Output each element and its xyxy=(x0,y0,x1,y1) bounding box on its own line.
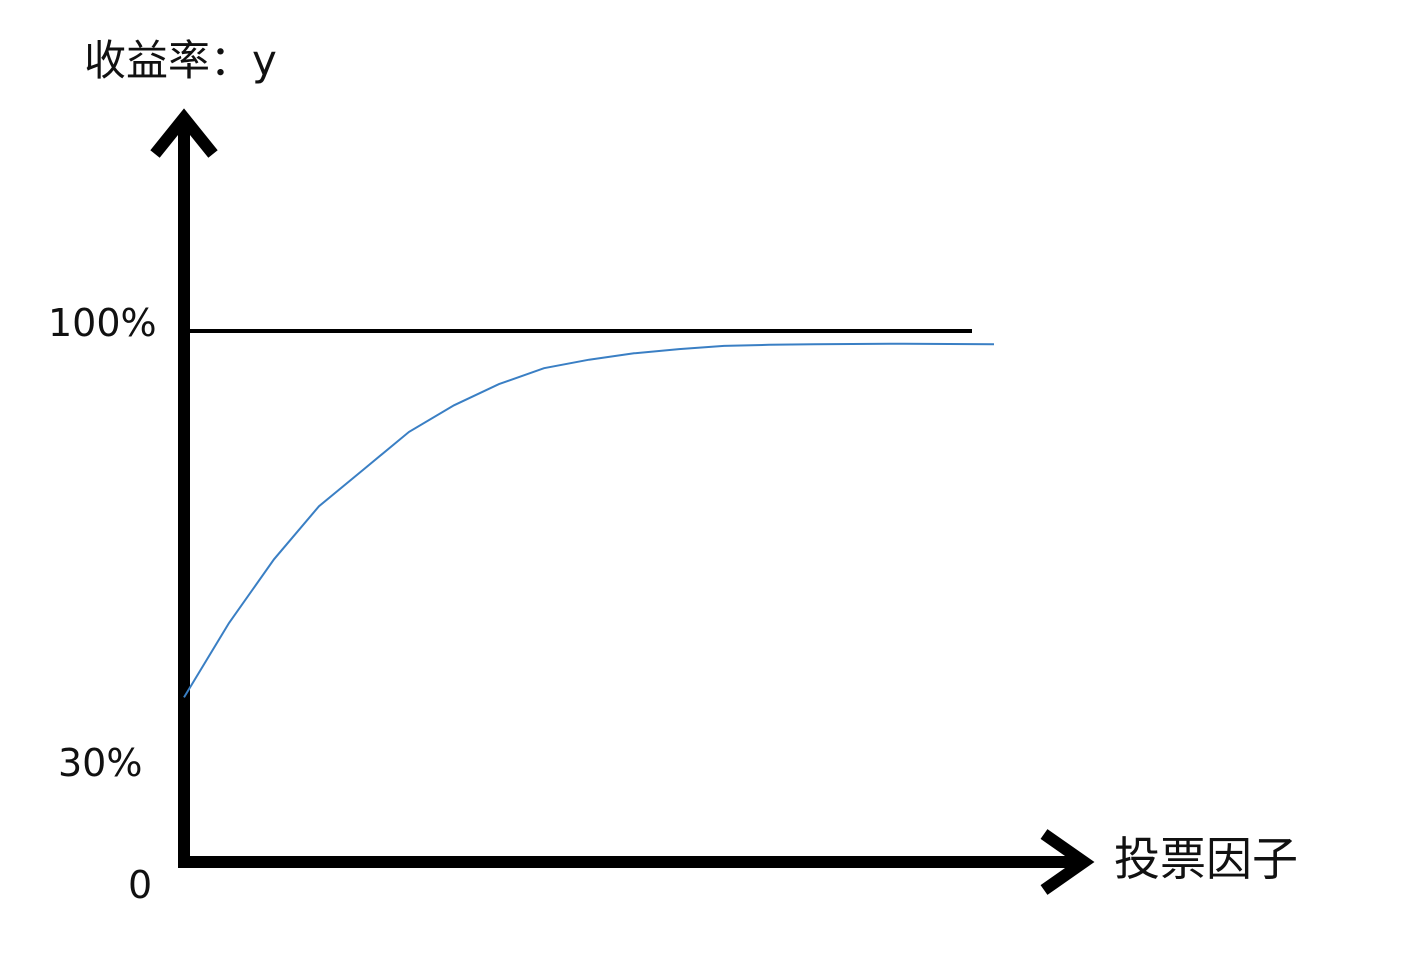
x-axis-arrowhead xyxy=(1040,829,1095,895)
series-line xyxy=(183,342,995,698)
y-tick-30: 30% xyxy=(58,741,143,785)
x-axis-label: 投票因子 xyxy=(1114,832,1298,886)
y-axis-arrowhead xyxy=(150,108,218,158)
y-tick-100: 100% xyxy=(48,301,157,345)
y-axis-label: 收益率：y xyxy=(84,36,277,85)
origin-label: 0 xyxy=(128,863,153,907)
